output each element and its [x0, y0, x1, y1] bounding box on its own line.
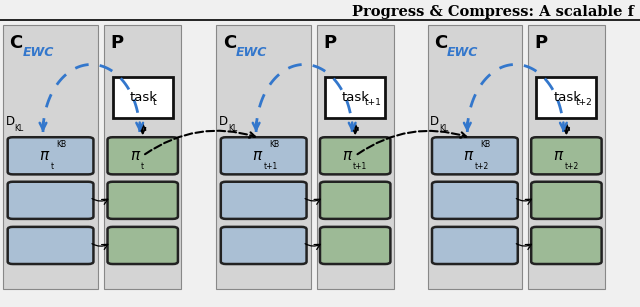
Text: t+2: t+2 — [476, 162, 490, 171]
Text: C: C — [434, 34, 447, 52]
FancyBboxPatch shape — [221, 227, 307, 264]
Text: t+1: t+1 — [353, 162, 367, 171]
Text: D: D — [219, 115, 228, 128]
Text: P: P — [111, 34, 124, 52]
FancyBboxPatch shape — [325, 77, 385, 118]
FancyBboxPatch shape — [221, 137, 307, 174]
Text: task: task — [553, 91, 581, 104]
Text: KB: KB — [56, 140, 66, 149]
Text: D: D — [430, 115, 439, 128]
Text: P: P — [323, 34, 337, 52]
Text: KB: KB — [481, 140, 490, 149]
Text: $\pi$: $\pi$ — [39, 148, 50, 163]
FancyBboxPatch shape — [428, 25, 522, 289]
Text: KL: KL — [439, 123, 448, 133]
Text: task: task — [342, 91, 370, 104]
FancyBboxPatch shape — [531, 227, 602, 264]
FancyBboxPatch shape — [108, 227, 178, 264]
FancyBboxPatch shape — [531, 137, 602, 174]
FancyBboxPatch shape — [216, 25, 311, 289]
Text: C: C — [10, 34, 23, 52]
FancyBboxPatch shape — [8, 137, 93, 174]
Text: Progress & Compress: A scalable f: Progress & Compress: A scalable f — [351, 5, 634, 19]
Text: $\pi$: $\pi$ — [554, 148, 565, 163]
FancyBboxPatch shape — [531, 182, 602, 219]
FancyBboxPatch shape — [108, 137, 178, 174]
Text: $\pi$: $\pi$ — [130, 148, 141, 163]
Text: $\pi$: $\pi$ — [463, 148, 474, 163]
Text: KL: KL — [228, 123, 237, 133]
Text: EWC: EWC — [22, 46, 54, 59]
Text: $\pi$: $\pi$ — [342, 148, 354, 163]
Text: EWC: EWC — [236, 46, 267, 59]
FancyBboxPatch shape — [320, 137, 390, 174]
FancyBboxPatch shape — [104, 25, 181, 289]
Text: KB: KB — [269, 140, 279, 149]
FancyBboxPatch shape — [432, 137, 518, 174]
FancyBboxPatch shape — [528, 25, 605, 289]
FancyBboxPatch shape — [320, 227, 390, 264]
Text: t+1: t+1 — [365, 98, 382, 107]
Text: t+2: t+2 — [576, 98, 593, 107]
Text: EWC: EWC — [447, 46, 478, 59]
FancyBboxPatch shape — [221, 182, 307, 219]
Text: C: C — [223, 34, 236, 52]
FancyBboxPatch shape — [113, 77, 173, 118]
FancyBboxPatch shape — [536, 77, 596, 118]
FancyBboxPatch shape — [8, 227, 93, 264]
FancyBboxPatch shape — [320, 182, 390, 219]
Text: t: t — [152, 98, 156, 107]
FancyBboxPatch shape — [3, 25, 98, 289]
Text: P: P — [534, 34, 548, 52]
Text: t+1: t+1 — [264, 162, 278, 171]
FancyBboxPatch shape — [8, 182, 93, 219]
FancyBboxPatch shape — [317, 25, 394, 289]
Text: D: D — [6, 115, 15, 128]
Text: t+2: t+2 — [564, 162, 579, 171]
FancyBboxPatch shape — [108, 182, 178, 219]
FancyBboxPatch shape — [432, 182, 518, 219]
Text: t: t — [51, 162, 54, 171]
Text: $\pi$: $\pi$ — [252, 148, 263, 163]
Text: task: task — [129, 91, 157, 104]
Text: t: t — [141, 162, 144, 171]
Text: KL: KL — [15, 123, 24, 133]
FancyBboxPatch shape — [432, 227, 518, 264]
